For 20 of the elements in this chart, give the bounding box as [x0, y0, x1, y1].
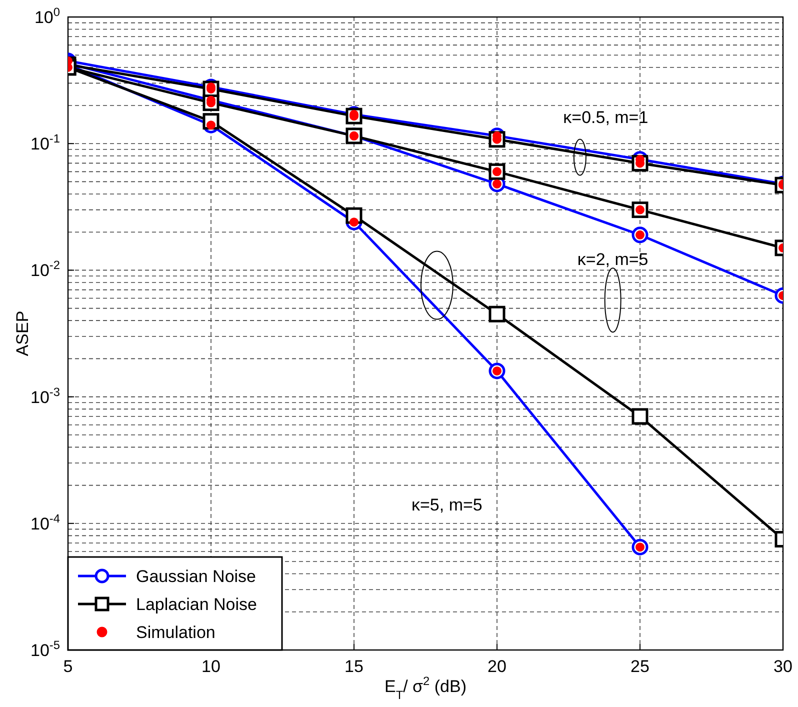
x-tick-label: 5: [63, 657, 73, 676]
x-axis-title: E$_{T}$/ σ$^{2}$ (dB): [384, 674, 467, 702]
legend-label: Gaussian Noise: [136, 567, 256, 586]
x-tick-label: 25: [630, 657, 650, 676]
y-tick-label: 10$^{-2}$: [30, 258, 60, 280]
y-tick-label: 10$^{0}$: [34, 5, 60, 27]
x-tick-label: 15: [344, 657, 364, 676]
y-tick-label: 10$^{-3}$: [30, 384, 60, 407]
y-tick-label: 10$^{-5}$: [30, 638, 60, 660]
legend-label: Laplacian Noise: [136, 595, 257, 614]
annotation: κ=0.5, m=1: [563, 108, 648, 128]
x-tick-label: 10: [202, 657, 220, 676]
annotation: κ=5, m=5: [412, 496, 482, 515]
annotation: κ=2, m=5: [577, 250, 648, 269]
y-axis-title: ASEP: [13, 310, 32, 356]
y-tick-label: 10$^{-4}$: [30, 511, 60, 534]
y-tick-label: 10$^{-1}$: [30, 132, 60, 154]
legend-label: Simulation: [136, 623, 216, 642]
x-tick-label: 20: [488, 657, 506, 676]
x-tick-label: 30: [774, 657, 792, 676]
